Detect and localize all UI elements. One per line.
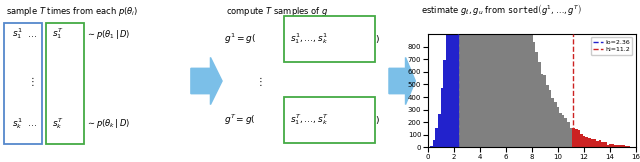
Bar: [520, 0, 522, 147]
Bar: [548, 90, 551, 147]
Bar: [499, 0, 501, 147]
Bar: [570, 128, 572, 147]
Legend: lo=2.36, hi=11.2: lo=2.36, hi=11.2: [591, 37, 632, 55]
Bar: [572, 128, 575, 147]
Bar: [596, 141, 598, 147]
Bar: [491, 0, 493, 147]
Text: compute $T$ samples of $g$: compute $T$ samples of $g$: [226, 5, 328, 18]
Bar: [583, 136, 586, 147]
Bar: [454, 0, 456, 147]
Bar: [459, 0, 461, 147]
Text: $s_1^1,\ldots,s_k^1$: $s_1^1,\ldots,s_k^1$: [291, 31, 328, 46]
Bar: [480, 0, 483, 147]
Text: $\vdots$: $\vdots$: [255, 75, 262, 87]
Text: sample $T$ times from each $p(\theta_i)$: sample $T$ times from each $p(\theta_i)$: [6, 5, 138, 18]
Bar: [546, 85, 548, 147]
Text: $g^T = g($: $g^T = g($: [224, 113, 256, 127]
Bar: [617, 145, 620, 147]
Bar: [607, 145, 609, 147]
Bar: [522, 0, 525, 147]
Bar: [564, 118, 567, 147]
Bar: [622, 145, 625, 147]
Bar: [430, 146, 433, 147]
Bar: [444, 60, 446, 147]
Bar: [461, 0, 465, 147]
Bar: [433, 140, 435, 147]
Bar: [575, 129, 577, 147]
Text: $\sim p(\theta_k\,|\,D)$: $\sim p(\theta_k\,|\,D)$: [86, 117, 131, 130]
Text: $g^1 = g($: $g^1 = g($: [224, 32, 256, 46]
Text: $s_1^T,\ldots,s_k^T$: $s_1^T,\ldots,s_k^T$: [291, 112, 329, 127]
Bar: [509, 0, 512, 147]
Bar: [496, 0, 499, 147]
Bar: [451, 0, 454, 147]
Bar: [501, 0, 504, 147]
Text: $s_1^1$: $s_1^1$: [12, 27, 22, 41]
Text: $\vdots$: $\vdots$: [27, 75, 35, 87]
Bar: [577, 130, 580, 147]
Bar: [620, 145, 622, 147]
Bar: [628, 146, 630, 147]
Bar: [609, 144, 612, 147]
Bar: [435, 128, 438, 147]
Bar: [506, 0, 509, 147]
Bar: [504, 0, 506, 147]
Bar: [449, 0, 451, 147]
Bar: [536, 52, 538, 147]
Bar: [472, 0, 475, 147]
Bar: [475, 0, 477, 147]
FancyArrow shape: [389, 57, 415, 105]
Bar: [551, 98, 554, 147]
Bar: [441, 88, 444, 147]
Bar: [559, 113, 562, 147]
Bar: [543, 75, 546, 147]
Bar: [488, 0, 491, 147]
Bar: [477, 0, 480, 147]
Bar: [493, 0, 496, 147]
FancyArrow shape: [191, 57, 222, 105]
Bar: [554, 102, 557, 147]
Bar: [593, 139, 596, 147]
Bar: [625, 146, 628, 147]
Bar: [483, 0, 486, 147]
Bar: [470, 0, 472, 147]
Bar: [456, 0, 459, 147]
Text: $)$: $)$: [375, 114, 380, 126]
Bar: [467, 0, 470, 147]
Text: $\ldots$: $\ldots$: [27, 119, 36, 128]
Bar: [602, 142, 604, 147]
Bar: [588, 138, 591, 147]
Bar: [612, 144, 614, 147]
Text: $s_k^T$: $s_k^T$: [52, 116, 63, 131]
Text: $\sim p(\theta_1\,|\,D)$: $\sim p(\theta_1\,|\,D)$: [86, 28, 131, 40]
Bar: [512, 0, 515, 147]
Bar: [486, 0, 488, 147]
Text: $\ldots$: $\ldots$: [27, 29, 36, 39]
Bar: [527, 11, 530, 147]
Text: $)$: $)$: [375, 33, 380, 45]
Bar: [517, 0, 520, 147]
Bar: [557, 107, 559, 147]
Bar: [591, 139, 593, 147]
Text: estimate $g_\ell, g_u$ from $\mathtt{sorted}\left(g^1,\ldots,g^T\right)$: estimate $g_\ell, g_u$ from $\mathtt{sor…: [421, 2, 582, 17]
Bar: [465, 0, 467, 147]
Bar: [586, 137, 588, 147]
Bar: [567, 122, 570, 147]
Bar: [598, 140, 602, 147]
Bar: [538, 62, 541, 147]
Bar: [446, 30, 449, 147]
Bar: [562, 115, 564, 147]
Bar: [438, 114, 441, 147]
Text: $s_k^1$: $s_k^1$: [12, 116, 22, 131]
Text: $s_1^T$: $s_1^T$: [52, 27, 63, 41]
Bar: [533, 42, 536, 147]
Bar: [604, 142, 607, 147]
Bar: [614, 145, 617, 147]
Bar: [525, 15, 527, 147]
Bar: [541, 74, 543, 147]
Bar: [515, 0, 517, 147]
Bar: [580, 134, 583, 147]
Bar: [530, 35, 533, 147]
